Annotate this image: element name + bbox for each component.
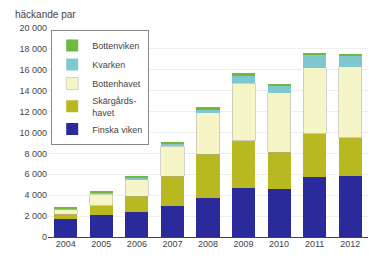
svg-text:2006: 2006 (127, 239, 147, 249)
svg-text:18 000: 18 000 (19, 44, 47, 54)
svg-text:2010: 2010 (269, 239, 289, 249)
svg-text:Skärgårds-havet: Skärgårds-havet (92, 96, 136, 118)
svg-text:2011: 2011 (305, 239, 324, 249)
svg-text:Kvarken: Kvarken (92, 60, 125, 70)
svg-text:16 000: 16 000 (19, 65, 47, 75)
svg-text:20 000: 20 000 (19, 23, 47, 33)
svg-text:2005: 2005 (91, 239, 111, 249)
svg-text:0: 0 (42, 232, 47, 242)
svg-text:6 000: 6 000 (24, 169, 47, 179)
svg-text:Finska viken: Finska viken (92, 125, 142, 135)
svg-text:8 000: 8 000 (24, 149, 47, 159)
svg-text:14 000: 14 000 (19, 86, 47, 96)
svg-text:Bottenviken: Bottenviken (92, 41, 139, 51)
svg-text:2008: 2008 (198, 239, 218, 249)
svg-text:4 000: 4 000 (24, 190, 47, 200)
svg-text:2 000: 2 000 (24, 211, 47, 221)
svg-text:2004: 2004 (56, 239, 76, 249)
svg-text:12 000: 12 000 (19, 107, 47, 117)
svg-text:2007: 2007 (162, 239, 182, 249)
svg-text:2009: 2009 (234, 239, 254, 249)
svg-text:10 000: 10 000 (19, 128, 47, 138)
svg-text:2012: 2012 (340, 239, 360, 249)
svg-text:häckande par: häckande par (15, 9, 76, 20)
svg-text:Bottenhavet: Bottenhavet (92, 79, 141, 89)
